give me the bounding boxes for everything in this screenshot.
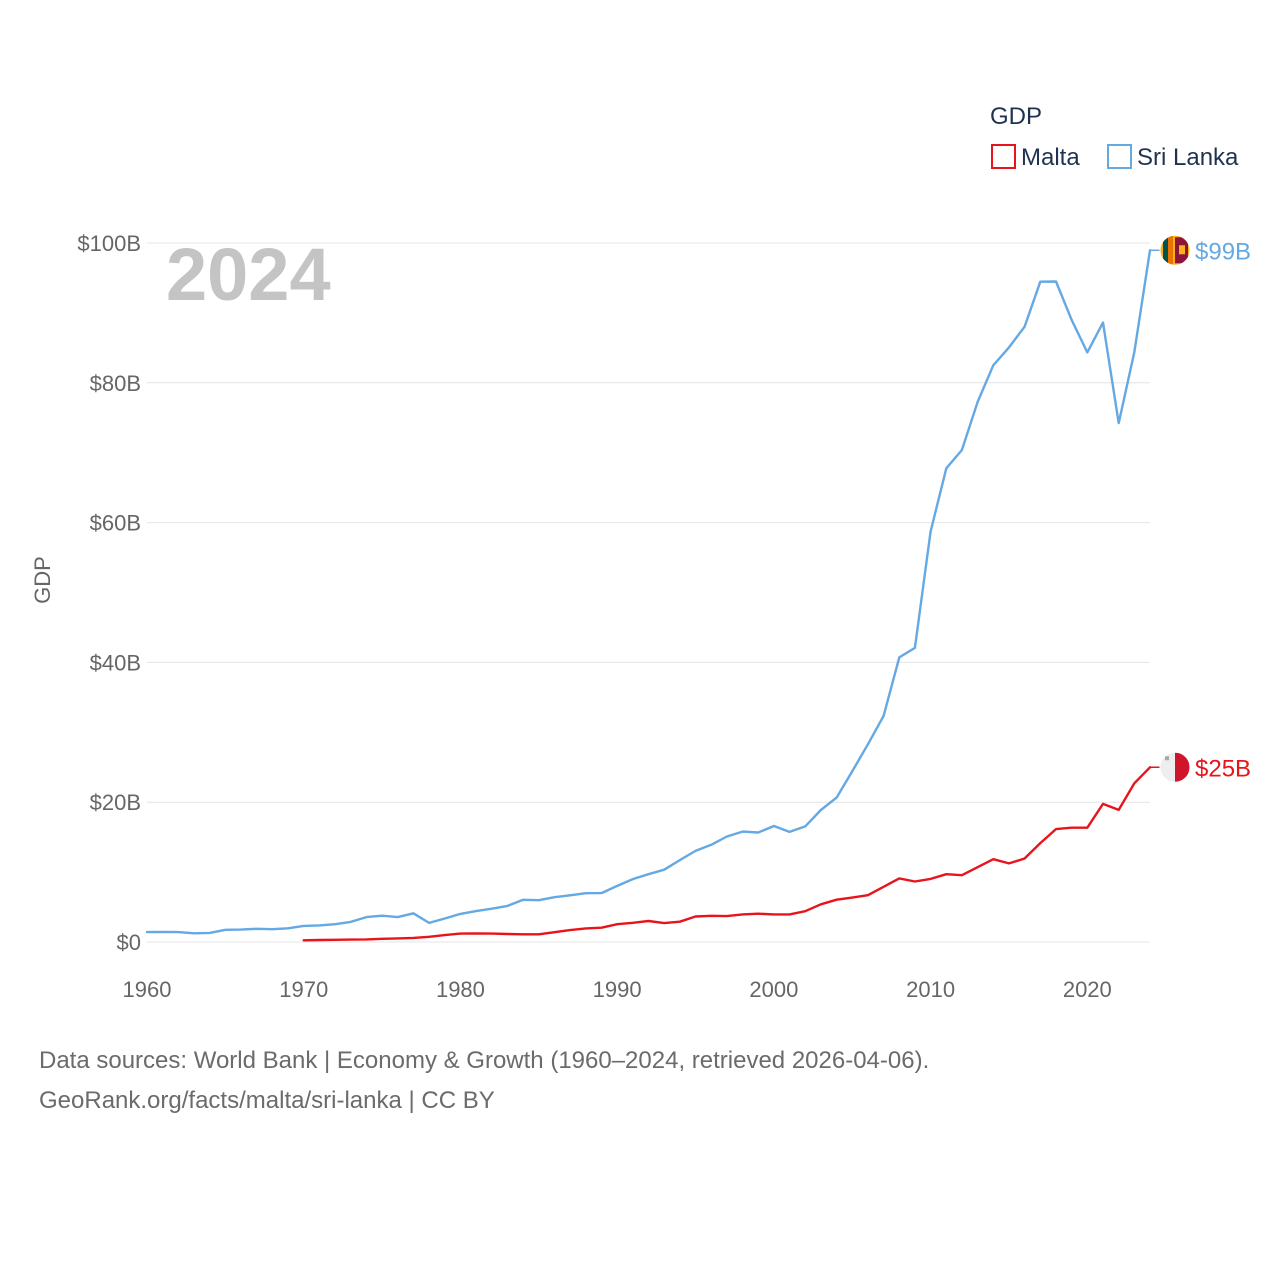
end-value-label-malta: $25B [1195, 755, 1251, 782]
gridlines [147, 242, 1150, 943]
series-layer [145, 249, 1152, 942]
x-axis-ticks: 1960 1970 1980 1990 2000 2010 2020 [123, 977, 1112, 1002]
legend-swatch-sri-lanka[interactable] [1107, 144, 1132, 169]
sri-lanka-flag-icon [1159, 234, 1191, 266]
y-tick-label: $80B [90, 371, 141, 396]
x-tick-label: 1990 [593, 977, 642, 1002]
end-markers: $99B $25B [1150, 234, 1251, 783]
legend-label-malta[interactable]: Malta [1021, 144, 1080, 171]
year-watermark: 2024 [166, 233, 331, 316]
series-line-malta[interactable] [302, 766, 1152, 942]
x-tick-label: 2000 [749, 977, 798, 1002]
legend-swatch-malta[interactable] [991, 144, 1016, 169]
end-value-label-sri-lanka: $99B [1195, 238, 1251, 265]
y-tick-label: $60B [90, 511, 141, 536]
x-tick-label: 2010 [906, 977, 955, 1002]
series-line-sri-lanka[interactable] [145, 249, 1152, 935]
license-line: GeoRank.org/facts/malta/sri-lanka | CC B… [39, 1087, 495, 1114]
y-tick-label: $20B [90, 790, 141, 815]
source-line: Data sources: World Bank | Economy & Gro… [39, 1047, 929, 1074]
x-tick-label: 2020 [1063, 977, 1112, 1002]
y-axis-ticks: $0 $20B $40B $60B $80B $100B [77, 231, 141, 955]
legend[interactable]: GDP Malta Sri Lanka [990, 103, 1239, 171]
y-tick-label: $40B [90, 650, 141, 675]
x-tick-label: 1980 [436, 977, 485, 1002]
y-tick-label: $0 [117, 930, 141, 955]
legend-label-sri-lanka[interactable]: Sri Lanka [1137, 144, 1239, 171]
y-tick-label: $100B [77, 231, 141, 256]
legend-title: GDP [990, 103, 1042, 130]
x-tick-label: 1970 [279, 977, 328, 1002]
malta-flag-icon [1159, 751, 1191, 783]
x-tick-label: 1960 [123, 977, 172, 1002]
y-axis-label: GDP [30, 556, 55, 604]
